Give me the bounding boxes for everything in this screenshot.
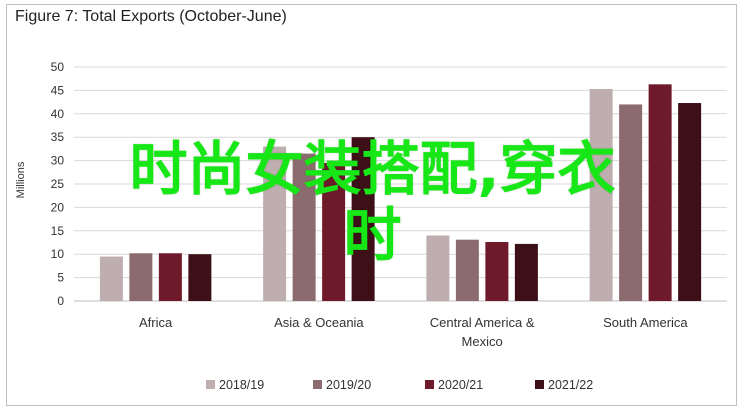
gridlines [74, 66, 727, 302]
y-tick-label: 30 [51, 154, 65, 168]
bar-2020-21-2 [485, 242, 509, 301]
bar-2021-22-2 [514, 243, 538, 301]
y-tick-label: 15 [51, 224, 65, 238]
bar-2021-22-0 [188, 254, 212, 301]
bar-2019-20-1 [292, 153, 316, 301]
y-tick-label: 40 [51, 107, 65, 121]
bar-2019-20-0 [129, 253, 153, 301]
legend-label: 2018/19 [219, 378, 264, 392]
y-tick-label: 45 [51, 83, 65, 97]
legend-swatch [313, 380, 322, 389]
bar-2018-19-0 [99, 256, 123, 301]
bar-2021-22-3 [678, 103, 702, 301]
y-axis-ticks: 0 5 10 15 20 25 30 35 40 45 50 [51, 60, 65, 308]
bars [99, 84, 702, 301]
bar-2019-20-3 [619, 104, 643, 301]
bar-2020-21-0 [158, 253, 182, 301]
category-label: Asia & Oceania [274, 315, 364, 330]
legend: 2018/19 2019/20 2020/21 2021/22 [206, 378, 593, 392]
category-labels: Africa Asia & Oceania Central America & Mex… [139, 315, 688, 349]
bar-2020-21-3 [648, 84, 672, 301]
bar-2021-22-1 [351, 137, 375, 301]
category-label: South America [603, 315, 688, 330]
legend-item: 2020/21 [425, 378, 483, 392]
y-tick-label: 10 [51, 247, 65, 261]
bar-2018-19-3 [589, 88, 613, 301]
bar-2020-21-1 [322, 162, 346, 301]
bar-2019-20-2 [455, 239, 479, 301]
legend-swatch [535, 380, 544, 389]
y-tick-label: 25 [51, 177, 65, 191]
legend-item: 2019/20 [313, 378, 371, 392]
y-tick-label: 35 [51, 130, 65, 144]
legend-label: 2020/21 [438, 378, 483, 392]
category-label: Central America & [430, 315, 535, 330]
category-label: Africa [139, 315, 173, 330]
category-label: Mexico [462, 334, 503, 349]
bar-2018-19-2 [426, 235, 450, 301]
y-tick-label: 5 [57, 271, 64, 285]
y-tick-label: 0 [57, 294, 64, 308]
legend-label: 2021/22 [548, 378, 593, 392]
legend-item: 2021/22 [535, 378, 593, 392]
y-axis-label: Millions [15, 161, 27, 198]
y-tick-label: 50 [51, 60, 65, 74]
legend-swatch [206, 380, 215, 389]
y-tick-label: 20 [51, 200, 65, 214]
figure-title: Figure 7: Total Exports (October-June) [15, 8, 287, 25]
legend-swatch [425, 380, 434, 389]
legend-item: 2018/19 [206, 378, 264, 392]
bar-2018-19-1 [263, 146, 287, 301]
legend-label: 2019/20 [326, 378, 371, 392]
